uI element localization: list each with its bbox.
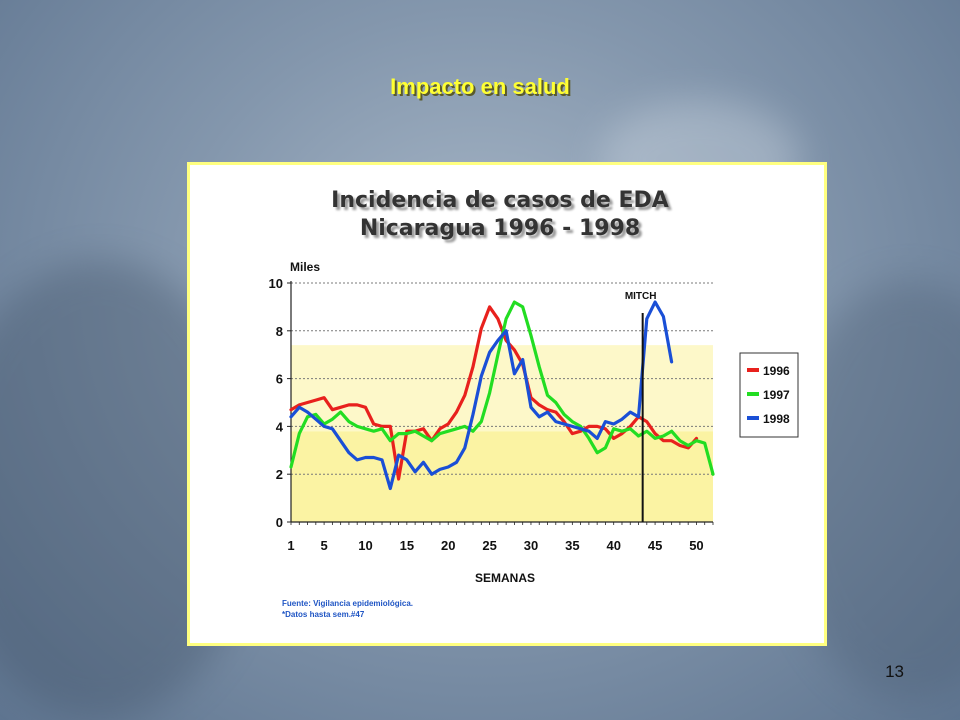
legend-label-1996: 1996	[763, 364, 790, 378]
source-note: Fuente: Vigilancia epidemiológica.	[282, 599, 413, 608]
x-tick-label: 40	[606, 538, 620, 553]
x-tick-label: 30	[524, 538, 538, 553]
x-tick-label: 20	[441, 538, 455, 553]
chart-title: Incidencia de casos de EDA	[331, 188, 669, 213]
legend-label-1997: 1997	[763, 388, 790, 402]
x-axis-label: SEMANAS	[475, 571, 535, 585]
x-tick-label: 25	[482, 538, 496, 553]
y-tick-label: 4	[276, 419, 284, 434]
series-line-1998	[289, 300, 674, 491]
data-note: *Datos hasta sem.#47	[282, 610, 365, 619]
y-tick-label: 2	[276, 467, 283, 482]
x-tick-label: 1	[287, 538, 294, 553]
chart-subtitle: Nicaragua 1996 - 1998	[360, 216, 640, 241]
band-1	[291, 345, 713, 432]
y-axis-label: Miles	[290, 260, 320, 274]
x-tick-label: 5	[320, 538, 327, 553]
event-marker-label: MITCH	[625, 291, 657, 302]
eda-incidence-chart: Incidencia de casos de EDA Nicaragua 199…	[269, 188, 799, 619]
x-tick-label: 35	[565, 538, 579, 553]
legend-label-1998: 1998	[763, 412, 790, 426]
y-tick-label: 8	[276, 324, 283, 339]
y-tick-label: 6	[276, 372, 283, 387]
x-tick-label: 10	[358, 538, 372, 553]
x-tick-label: 15	[400, 538, 414, 553]
legend: 1996 1997 1998	[739, 352, 799, 438]
annotations: MITCH	[625, 291, 657, 522]
slide-title: Impacto en salud	[390, 74, 570, 99]
band-0	[291, 431, 713, 522]
y-tick-label: 0	[276, 515, 283, 530]
page-number: 13	[885, 662, 904, 681]
y-tick-label: 10	[269, 276, 283, 291]
x-tick-label: 45	[648, 538, 662, 553]
x-tick-label: 50	[689, 538, 703, 553]
chart-frame: Incidencia de casos de EDA Nicaragua 199…	[187, 162, 827, 646]
